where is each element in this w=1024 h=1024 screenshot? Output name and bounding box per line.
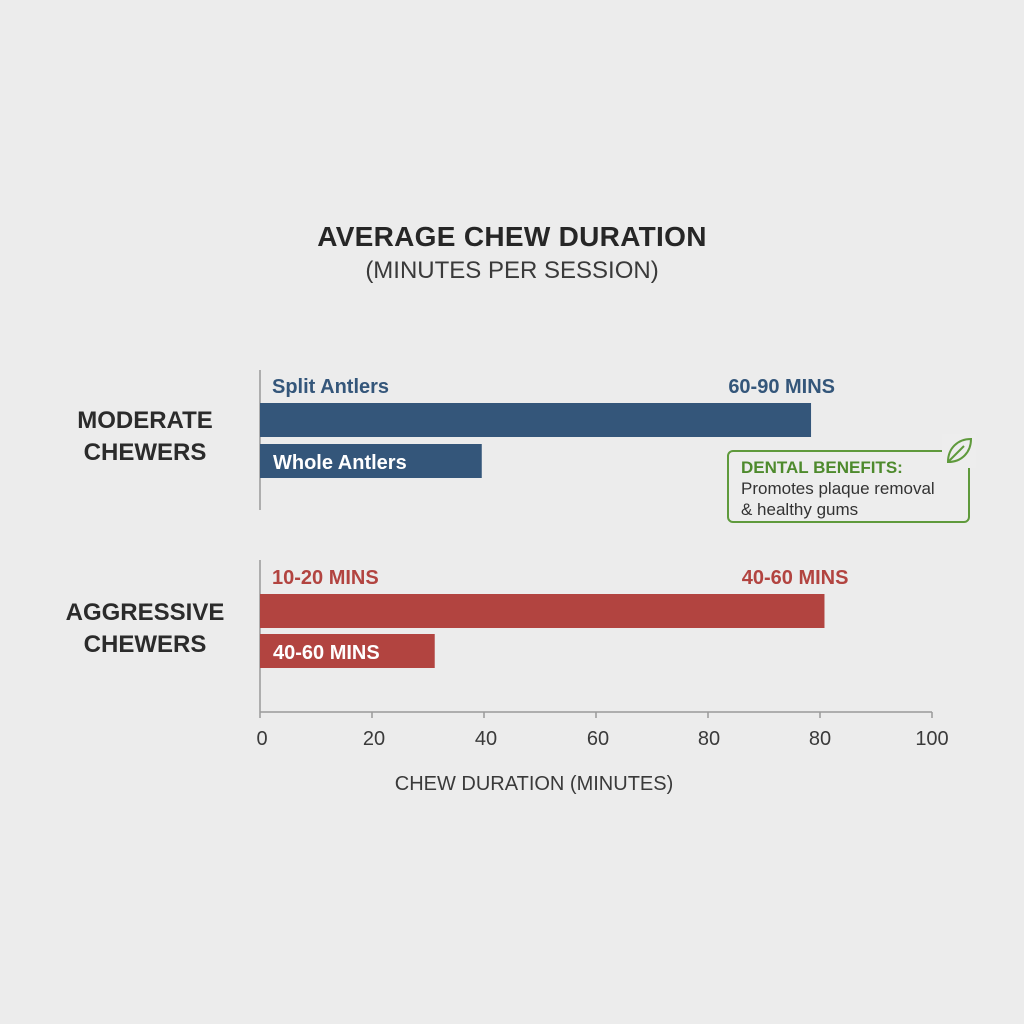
bar	[260, 444, 482, 478]
bar-inside-label: 40-60 MINS	[273, 642, 380, 664]
chart-subtitle: (MINUTES PER SESSION)	[365, 257, 659, 284]
bar-label: 10-20 MINS	[272, 567, 379, 589]
x-tick-label: 100	[915, 728, 948, 750]
bar	[260, 634, 435, 668]
bar-value-label: 40-60 MINS	[742, 567, 849, 589]
x-tick-label: 0	[256, 728, 267, 750]
x-tick-label: 20	[363, 728, 385, 750]
group-label-line: MODERATE	[77, 407, 213, 434]
callout-line-2: & healthy gums	[741, 500, 859, 519]
leaf-icon	[942, 434, 976, 468]
chart-title: AVERAGE CHEW DURATION	[317, 221, 707, 252]
group-label-line: CHEWERS	[83, 439, 207, 466]
bar	[260, 594, 825, 628]
callout-title: DENTAL BENEFITS:	[741, 458, 903, 477]
x-tick-label: 80	[809, 728, 831, 750]
x-axis-title: CHEW DURATION (MINUTES)	[395, 773, 674, 795]
group-label-aggressive: AGGRESSIVE CHEWERS	[45, 597, 245, 661]
group-label-line: CHEWERS	[83, 631, 207, 658]
callout-line-1: Promotes plaque removal	[741, 479, 935, 498]
bar-label: Split Antlers	[272, 376, 389, 398]
dental-benefits-callout: DENTAL BENEFITS: Promotes plaque removal…	[727, 450, 970, 523]
x-tick-label: 60	[587, 728, 609, 750]
x-tick-label: 40	[475, 728, 497, 750]
group-label-moderate: MODERATE CHEWERS	[45, 405, 245, 469]
x-tick-label: 80	[698, 728, 720, 750]
bar-value-label: 60-90 MINS	[728, 376, 835, 398]
bar	[260, 403, 812, 437]
bar-inside-label: Whole Antlers	[273, 452, 407, 474]
group-label-line: AGGRESSIVE	[65, 599, 225, 626]
